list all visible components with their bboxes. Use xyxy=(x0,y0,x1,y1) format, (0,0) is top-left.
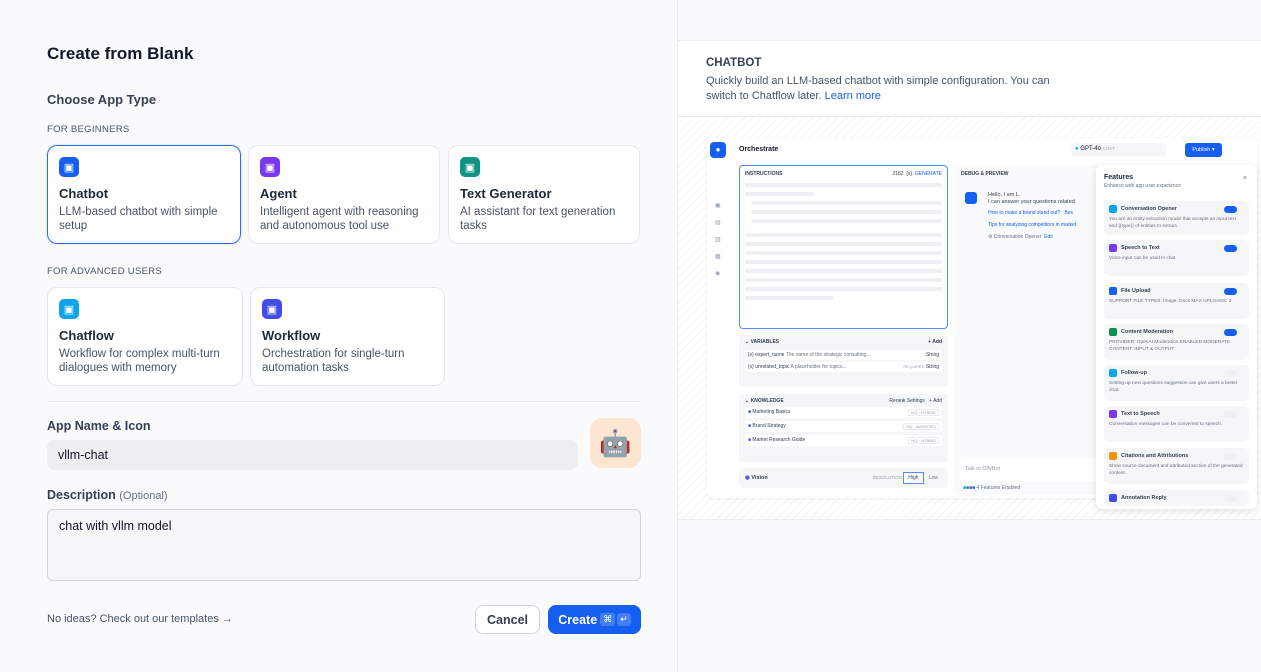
arrow-right-icon: → xyxy=(221,613,233,625)
feature-text-to-speech: Text to Speech Conversation messages can… xyxy=(1104,406,1249,442)
feature-follow-up: Follow-up Setting up next questions sugg… xyxy=(1104,365,1249,401)
knowledge-item: ■ Marketing Basics HQ · HYBRID xyxy=(745,407,942,418)
cancel-button[interactable]: Cancel xyxy=(475,605,540,634)
beginners-label: FOR BEGINNERS xyxy=(47,124,130,135)
card-description: Workflow for complex multi-turn dialogue… xyxy=(59,348,220,374)
feature-toggle[interactable] xyxy=(1224,329,1237,336)
feature-toggle[interactable] xyxy=(1224,453,1237,460)
feature-icon xyxy=(1109,328,1117,336)
feature-icon xyxy=(1109,369,1117,377)
vision-section: ◉ Vision RESOLUTION High Low xyxy=(739,468,948,488)
description-label: Description xyxy=(47,488,116,502)
knowledge-item: ■ Brand Strategy HQ · INVERTED xyxy=(745,421,942,432)
model-selector[interactable]: ● GPT-4o CHAT xyxy=(1071,143,1166,156)
app-icon-picker[interactable]: 🤖 xyxy=(590,418,641,468)
type-heading: CHATBOT xyxy=(706,57,762,69)
preview-image: ● Orchestrate ▣ ▤ ▥ ▦ ◉ ● GPT-4o CHAT Publis… xyxy=(678,117,1261,520)
app-type-card-chatflow[interactable]: ▣ Chatflow Workflow for complex multi-tu… xyxy=(47,287,243,386)
feature-icon xyxy=(1109,205,1117,213)
card-description: AI assistant for text generation tasks xyxy=(460,206,616,232)
knowledge-item: ■ Market Research Guide HQ · HYBRID xyxy=(745,435,942,446)
app-name-input[interactable]: vllm-chat xyxy=(47,440,578,470)
chatflow-icon: ▣ xyxy=(59,299,79,319)
bot-avatar xyxy=(965,192,977,204)
card-title: Chatflow xyxy=(59,328,114,343)
preview-panel: CHATBOT Quickly build an LLM-based chatb… xyxy=(678,0,1261,672)
features-panel: Features Enhance web app user experience… xyxy=(1096,165,1257,509)
features-title: Features xyxy=(1104,174,1134,181)
card-title: Workflow xyxy=(262,328,321,343)
feature-content-moderation: Content Moderation PROVIDER: OpenAI Mode… xyxy=(1104,324,1249,360)
publish-button[interactable]: Publish ▾ xyxy=(1185,143,1222,157)
cmd-key-icon: ⌘ xyxy=(600,613,616,626)
create-button[interactable]: Create ⌘ ↵ xyxy=(548,605,641,634)
app-type-card-agent[interactable]: ▣ Agent Intelligent agent with reasoning… xyxy=(248,145,440,244)
feature-conversation-opener: Conversation Opener You are an entity ex… xyxy=(1104,201,1249,235)
app-name-label: App Name & Icon xyxy=(47,419,151,433)
feature-toggle[interactable] xyxy=(1224,288,1237,295)
feature-annotation-reply: Annotation Reply xyxy=(1104,490,1249,506)
text-generator-icon: ▣ xyxy=(460,157,480,177)
card-description: Intelligent agent with reasoning and aut… xyxy=(260,206,419,232)
feature-speech-to-text: Speech to Text Voice input can be used i… xyxy=(1104,240,1249,276)
app-type-heading: Choose App Type xyxy=(47,92,157,107)
instructions-box: INSTRUCTIONS 2182 {x} GENERATE xyxy=(739,165,948,329)
agent-icon: ▣ xyxy=(260,157,280,177)
feature-citations-and-attributions: Citations and Attributions Show source d… xyxy=(1104,448,1249,484)
type-description: Quickly build an LLM-based chatbot with … xyxy=(706,75,1050,102)
side-icons: ▣ ▤ ▥ ▦ ◉ xyxy=(715,203,721,277)
enter-key-icon: ↵ xyxy=(617,613,631,626)
app-type-card-text-generator[interactable]: ▣ Text Generator AI assistant for text g… xyxy=(448,145,640,244)
feature-toggle[interactable] xyxy=(1224,206,1237,213)
close-icon[interactable]: × xyxy=(1242,175,1247,182)
variables-section: ⌄ VARIABLES + Add {x} expert_name The nam… xyxy=(739,335,948,387)
page-title: Create from Blank xyxy=(47,44,194,63)
divider xyxy=(47,401,641,402)
chatbot-icon: ▣ xyxy=(59,157,79,177)
feature-toggle[interactable] xyxy=(1224,495,1237,502)
feature-icon xyxy=(1109,452,1117,460)
feature-icon xyxy=(1109,244,1117,252)
feature-toggle[interactable] xyxy=(1224,370,1237,377)
feature-toggle[interactable] xyxy=(1224,411,1237,418)
card-description: LLM-based chatbot with simple setup xyxy=(59,206,218,232)
feature-icon xyxy=(1109,287,1117,295)
knowledge-section: ⌄ KNOWLEDGE Rerank Settings + Add ■ Marke… xyxy=(739,394,948,462)
bot-icon: ● xyxy=(710,142,726,158)
card-title: Agent xyxy=(260,186,297,201)
app-type-card-workflow[interactable]: ▣ Workflow Orchestration for single-turn… xyxy=(250,287,445,386)
feature-icon xyxy=(1109,410,1117,418)
advanced-label: FOR ADVANCED USERS xyxy=(47,266,163,277)
orchestrate-title: Orchestrate xyxy=(739,146,779,153)
features-subtitle: Enhance web app user experience xyxy=(1104,183,1181,189)
card-title: Chatbot xyxy=(59,186,109,201)
feature-icon xyxy=(1109,494,1117,502)
card-title: Text Generator xyxy=(460,186,552,201)
feature-toggle[interactable] xyxy=(1224,245,1237,252)
features-enabled: ■■■■ 4 Features Enabled xyxy=(963,485,1021,491)
card-description: Orchestration for single-turn automation… xyxy=(262,348,405,374)
optional-label: (Optional) xyxy=(119,490,168,502)
app-type-card-chatbot[interactable]: ▣ Chatbot LLM-based chatbot with simple … xyxy=(47,145,241,244)
feature-file-upload: File Upload SUPPORT FILE TYPES: Image, D… xyxy=(1104,283,1249,319)
learn-more-link[interactable]: Learn more xyxy=(824,89,881,102)
create-form-panel: Create from Blank Choose App Type FOR BE… xyxy=(47,0,678,672)
description-textarea[interactable]: chat with vllm model xyxy=(47,509,641,581)
templates-link[interactable]: No ideas? Check out our templates → xyxy=(47,613,233,625)
workflow-icon: ▣ xyxy=(262,299,282,319)
